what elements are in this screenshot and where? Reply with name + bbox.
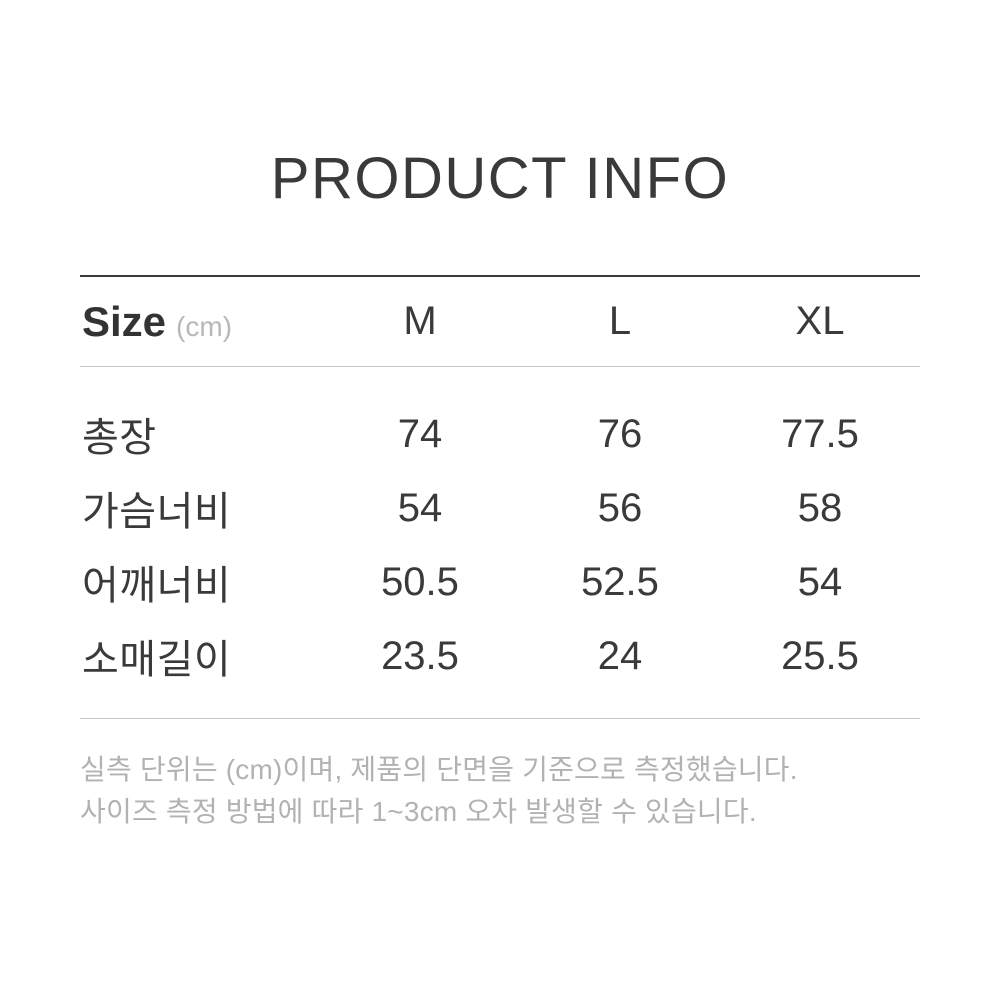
cell-value: 77.5	[781, 411, 859, 456]
size-header-cell: Size (cm)	[80, 298, 320, 346]
cell-value: 58	[797, 485, 843, 530]
table-body: 총장 74 76 77.5 가슴너비 54 56 58 어깨너비 50.5 52…	[80, 367, 920, 719]
cell-value: 50.5	[381, 559, 459, 604]
cell-value: 23.5	[381, 633, 459, 678]
table-row-sleeve-length: 소매길이 23.5 24 25.5	[80, 619, 920, 693]
column-header-m: M	[403, 299, 437, 343]
row-label: 가슴너비	[82, 490, 232, 534]
cell-value: 54	[397, 485, 443, 530]
cell-value: 25.5	[781, 633, 859, 678]
table-row-shoulder-width: 어깨너비 50.5 52.5 54	[80, 545, 920, 619]
cell-value: 54	[797, 559, 843, 604]
page-title: PRODUCT INFO	[270, 146, 730, 211]
table-header-row: Size (cm) M L XL	[80, 275, 920, 367]
column-header-l: L	[608, 299, 632, 343]
cell-value: 76	[597, 411, 643, 456]
table-row-total-length: 총장 74 76 77.5	[80, 397, 920, 471]
cell-value: 74	[397, 411, 443, 456]
unit-label: (cm)	[176, 310, 233, 342]
cell-value: 24	[597, 633, 643, 678]
size-label: Size	[82, 297, 167, 345]
column-header-xl: XL	[795, 299, 845, 343]
size-table: Size (cm) M L XL 총장 74 76 77.5 가슴너비 54 56…	[80, 275, 920, 719]
cell-value: 52.5	[581, 559, 659, 604]
note-line-1: 실측 단위는 (cm)이며, 제품의 단면을 기준으로 측정했습니다.	[80, 754, 798, 785]
table-row-chest-width: 가슴너비 54 56 58	[80, 471, 920, 545]
row-label: 총장	[82, 416, 157, 460]
row-label: 어깨너비	[82, 564, 232, 608]
note-line-2: 사이즈 측정 방법에 따라 1~3cm 오차 발생할 수 있습니다.	[80, 796, 757, 827]
measurement-notes: 실측 단위는 (cm)이며, 제품의 단면을 기준으로 측정했습니다. 사이즈 …	[80, 719, 920, 833]
cell-value: 56	[597, 485, 643, 530]
row-label: 소매길이	[82, 638, 232, 682]
